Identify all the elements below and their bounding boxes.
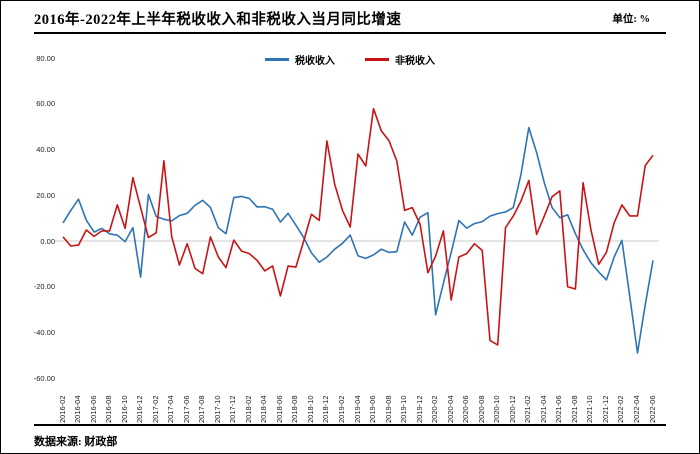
- unit-label: 单位: %: [612, 14, 650, 25]
- x-tick-label: 2019-06: [368, 395, 378, 423]
- line-layer: [62, 107, 654, 354]
- x-tick-label: 2016-02: [57, 395, 67, 423]
- tax-revenue-line: [62, 126, 654, 354]
- data-source-note: 数据来源: 财政部: [34, 436, 118, 448]
- x-tick-label: 2019-12: [414, 395, 424, 423]
- x-tick-label: 2018-10: [305, 395, 315, 423]
- x-tick-label: 2016-08: [104, 395, 114, 423]
- bottom-divider: [34, 424, 666, 427]
- x-tick-label: 2022-04: [631, 395, 641, 423]
- y-tick-label: 0.00: [40, 236, 55, 246]
- y-tick-label: 20.00: [36, 190, 55, 200]
- chart-title: 2016年-2022年上半年税收收入和非税收入当月同比增速: [34, 12, 402, 28]
- y-tick-label: 80.00: [36, 53, 55, 63]
- nontax-revenue-line: [62, 107, 654, 346]
- x-tick-label: 2019-04: [352, 395, 362, 423]
- x-tick-label: 2017-08: [197, 395, 207, 423]
- x-tick-label: 2017-12: [228, 395, 238, 423]
- x-tick-label: 2018-08: [290, 395, 300, 423]
- y-tick-label: -60.00: [33, 373, 55, 383]
- x-tick-label: 2016-04: [73, 395, 83, 423]
- x-tick-label: 2021-08: [569, 395, 579, 423]
- x-tick-label: 2017-02: [150, 395, 160, 423]
- y-tick-label: 60.00: [36, 99, 55, 109]
- x-tick-label: 2019-10: [399, 395, 409, 423]
- x-tick-label: 2021-06: [554, 395, 564, 423]
- x-tick-label: 2018-04: [259, 395, 269, 423]
- x-tick-label: 2017-04: [166, 395, 176, 423]
- x-tick-label: 2018-02: [243, 395, 253, 423]
- x-tick-label: 2021-04: [538, 395, 548, 423]
- x-tick-label: 2017-10: [212, 395, 222, 423]
- y-tick-label: -20.00: [33, 282, 55, 292]
- x-tick-label: 2021-10: [585, 395, 595, 423]
- x-tick-label: 2022-02: [616, 395, 626, 423]
- x-tick-label: 2019-08: [383, 395, 393, 423]
- x-tick-label: 2019-02: [336, 395, 346, 423]
- x-tick-label: 2017-06: [181, 395, 191, 423]
- x-tick-label: 2022-06: [647, 395, 657, 423]
- x-tick-label: 2016-10: [119, 395, 129, 423]
- x-tick-label: 2021-02: [523, 395, 533, 423]
- x-tick-label: 2021-12: [600, 395, 610, 423]
- x-tick-label: 2020-12: [507, 395, 517, 423]
- x-tick-label: 2020-10: [492, 395, 502, 423]
- x-tick-label: 2018-12: [321, 395, 331, 423]
- x-tick-label: 2016-06: [88, 395, 98, 423]
- x-tick-label: 2016-12: [135, 395, 145, 423]
- x-tick-label: 2018-06: [274, 395, 284, 423]
- x-tick-label: 2020-08: [476, 395, 486, 423]
- x-tick-label: 2020-02: [430, 395, 440, 423]
- y-tick-label: -40.00: [33, 327, 55, 337]
- x-tick-label: 2020-06: [461, 395, 471, 423]
- y-tick-label: 40.00: [36, 145, 55, 155]
- x-tick-label: 2020-04: [445, 395, 455, 423]
- top-divider: [34, 32, 666, 35]
